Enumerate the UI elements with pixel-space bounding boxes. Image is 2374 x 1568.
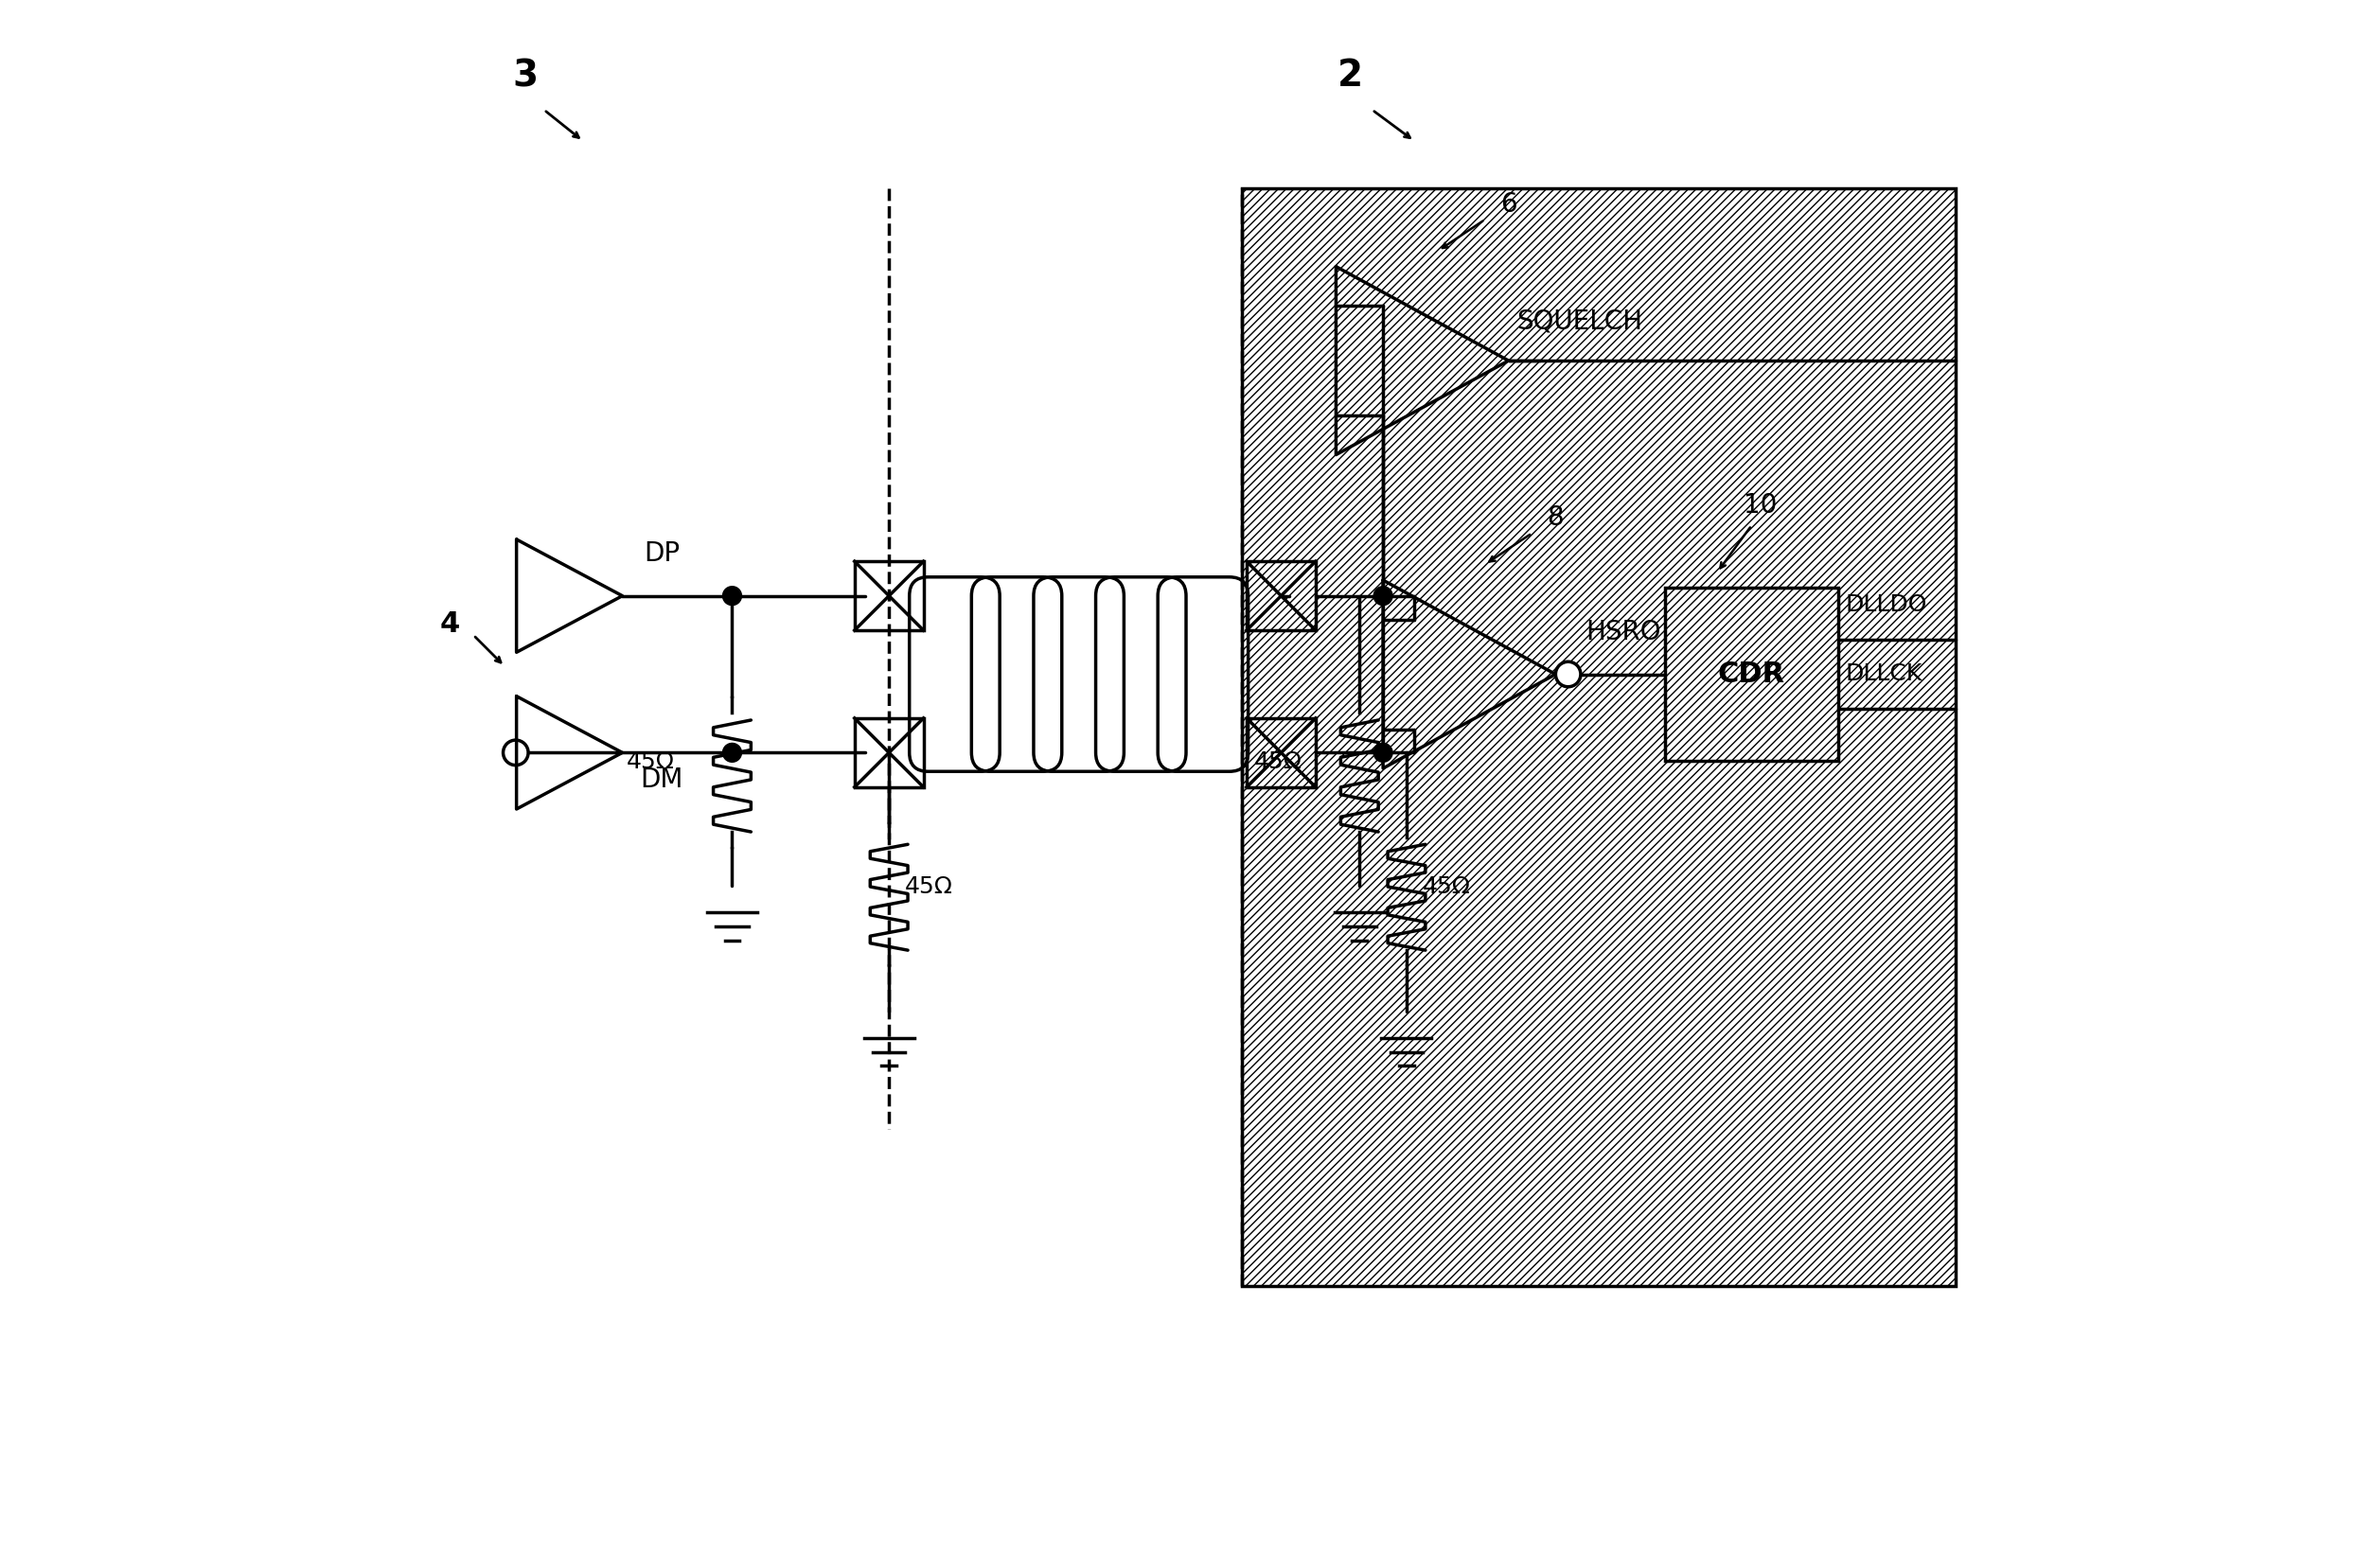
Circle shape: [1375, 743, 1394, 762]
Bar: [1246, 718, 1315, 787]
Text: 4: 4: [439, 610, 461, 638]
Text: 8: 8: [1548, 505, 1564, 532]
Circle shape: [722, 586, 741, 605]
Bar: [1667, 588, 1837, 760]
Text: 45Ω: 45Ω: [904, 877, 952, 898]
Circle shape: [503, 740, 529, 765]
Bar: [855, 561, 923, 630]
Text: 2: 2: [1337, 58, 1363, 94]
Text: DLLDO: DLLDO: [1845, 594, 1928, 616]
Text: CDR: CDR: [1719, 660, 1785, 688]
Text: 6: 6: [1500, 191, 1517, 218]
Text: 10: 10: [1743, 492, 1778, 519]
Text: 3: 3: [513, 58, 539, 94]
Bar: [1246, 561, 1315, 630]
Text: DM: DM: [641, 767, 684, 793]
Text: HSRO: HSRO: [1586, 619, 1662, 646]
Circle shape: [1375, 586, 1394, 605]
Bar: [855, 718, 923, 787]
Bar: [1242, 188, 1956, 1286]
Text: 45Ω: 45Ω: [627, 751, 674, 773]
Circle shape: [722, 743, 741, 762]
Text: DLLCK: DLLCK: [1845, 663, 1923, 685]
Text: 45Ω: 45Ω: [1253, 751, 1301, 773]
Text: SQUELCH: SQUELCH: [1517, 309, 1643, 336]
Text: 45Ω: 45Ω: [1422, 877, 1470, 898]
Text: DP: DP: [643, 541, 679, 568]
Circle shape: [1555, 662, 1581, 687]
